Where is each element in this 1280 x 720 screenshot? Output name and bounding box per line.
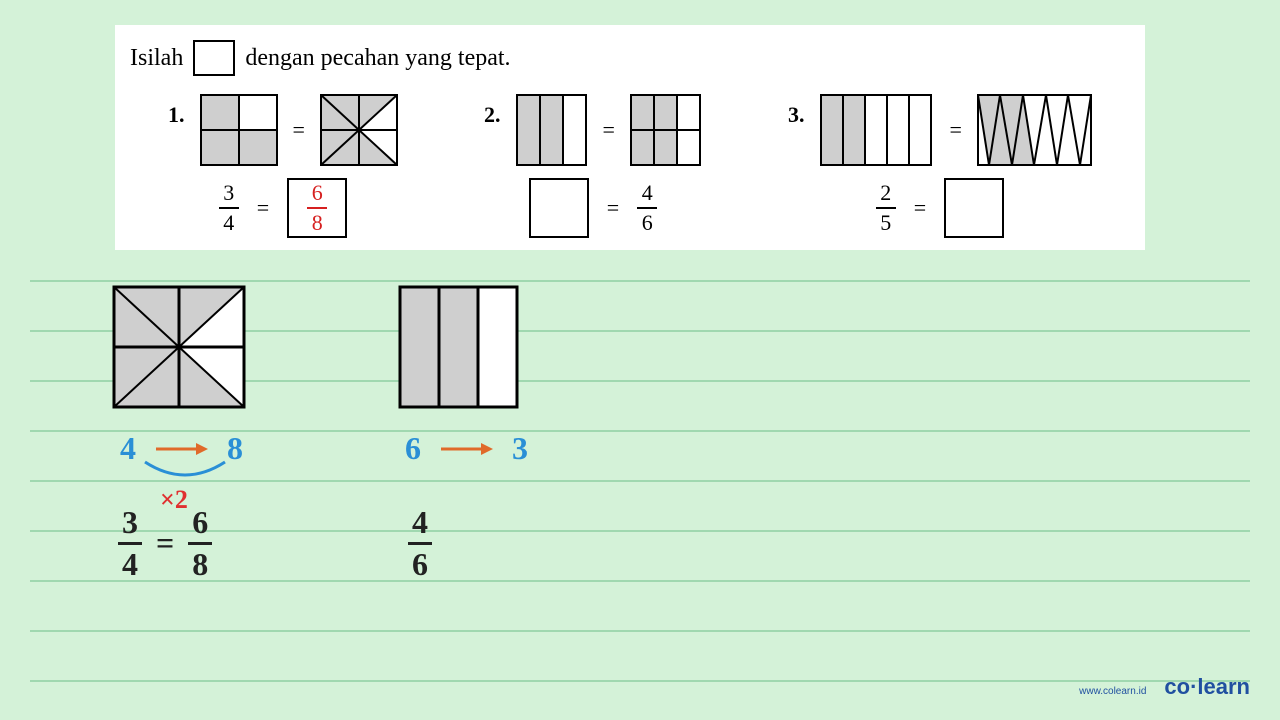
problem-number: 2. [484,102,501,128]
problem-number: 3. [788,102,805,128]
brand-url: www.colearn.id [1079,686,1146,697]
shape-vstrips5 [820,94,935,166]
worked-shape-star8 [112,285,247,410]
fraction: 6 8 [188,505,212,582]
blank-box-icon [193,40,235,76]
problem-3: 3. = [788,94,1092,238]
equals-sign: = [950,117,962,143]
answer-box [944,178,1004,238]
transform-from: 4 [120,430,136,467]
transform-to: 3 [512,430,528,467]
instruction: Isilah dengan pecahan yang tepat. [130,40,1135,76]
answer-box [529,178,589,238]
arrow-icon [154,439,209,459]
shape-tri10 [977,94,1092,166]
instruction-before: Isilah [130,45,183,72]
fraction: 3 4 [118,505,142,582]
worked-col-2 [398,285,520,415]
problem-card: Isilah dengan pecahan yang tepat. 1. = [115,25,1145,250]
brand: www.colearn.id co·learn [1079,674,1250,700]
worked-equation-1: 3 4 = 6 8 [118,505,212,582]
equals-sign: = [914,195,926,221]
worked-shape-vstrips3 [398,285,520,410]
fraction: 2 5 [876,181,896,235]
answer-box: 6 8 [287,178,347,238]
equals-sign: = [603,117,615,143]
problem-1: 1. = [168,94,398,238]
equals-sign: = [257,195,269,221]
worked-col-1 [112,285,247,415]
problems-row: 1. = [125,94,1135,238]
fraction-answer: 6 8 [307,181,327,235]
fraction: 4 6 [408,505,432,582]
fraction: 4 6 [637,181,657,235]
equals-sign: = [607,195,619,221]
equals-sign: = [156,525,174,562]
shape-star8 [320,94,398,166]
worked-fraction-2: 4 6 [408,505,432,582]
arrow-icon [439,439,494,459]
shape-grid2x2 [200,94,278,166]
shape-vstrips3 [516,94,588,166]
equals-sign: = [293,117,305,143]
problem-2: 2. = = [484,94,702,238]
worked-transform-2: 6 3 [405,430,528,467]
problem-number: 1. [168,102,185,128]
transform-from: 6 [405,430,421,467]
brand-logo: co·learn [1164,674,1250,700]
instruction-after: dengan pecahan yang tepat. [245,45,510,72]
fraction: 3 4 [219,181,239,235]
shape-grid3x2 [630,94,702,166]
